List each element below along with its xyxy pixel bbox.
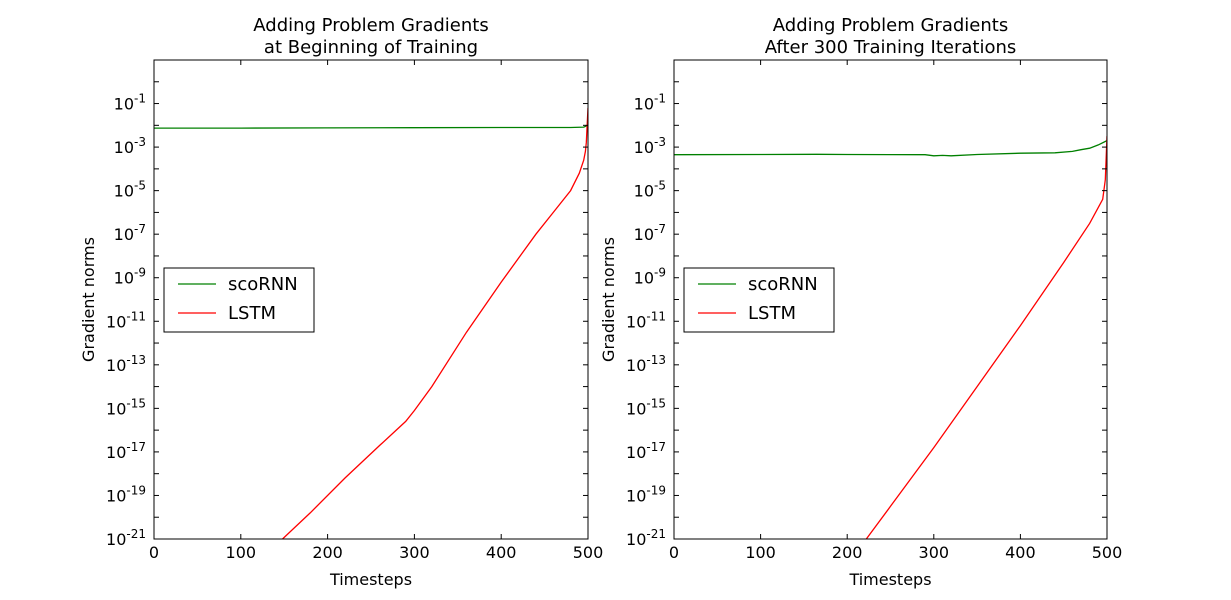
y-tick-label: 10-21 bbox=[106, 527, 146, 549]
y-tick-label: 10-5 bbox=[634, 179, 666, 201]
y-tick-label: 10-21 bbox=[626, 527, 666, 549]
legend-box bbox=[683, 267, 835, 333]
y-tick-label: 10-11 bbox=[626, 309, 666, 331]
x-tick-label: 200 bbox=[312, 543, 343, 562]
y-tick-label: 10-15 bbox=[106, 396, 146, 418]
x-tick-label: 0 bbox=[669, 543, 679, 562]
legend-box bbox=[163, 267, 315, 333]
x-tick-label: 300 bbox=[919, 543, 950, 562]
y-tick-label: 10-3 bbox=[634, 135, 666, 157]
legend: scoRNN LSTM bbox=[683, 267, 835, 333]
chart-title-line-2: After 300 Training Iterations bbox=[765, 37, 1017, 58]
y-tick-label: 10-5 bbox=[114, 179, 146, 201]
x-tick-label: 0 bbox=[149, 543, 159, 562]
y-tick-label: 10-19 bbox=[106, 483, 146, 505]
legend-label-scornn: scoRNN bbox=[228, 274, 298, 295]
y-tick-label: 10-9 bbox=[634, 266, 666, 288]
y-tick-label: 10-15 bbox=[626, 396, 666, 418]
chart-title-line-2: at Beginning of Training bbox=[264, 37, 478, 58]
x-tick-label: 400 bbox=[486, 543, 517, 562]
y-axis-label: Gradient norms bbox=[79, 237, 98, 362]
y-tick-label: 10-1 bbox=[634, 92, 666, 114]
x-tick-label: 100 bbox=[745, 543, 776, 562]
x-tick-label: 200 bbox=[832, 543, 863, 562]
series-line-lstm bbox=[865, 136, 1107, 539]
legend-label-lstm: LSTM bbox=[748, 303, 796, 324]
y-tick-label: 10-1 bbox=[114, 92, 146, 114]
y-tick-label: 10-3 bbox=[114, 135, 146, 157]
y-axis-label: Gradient norms bbox=[599, 237, 618, 362]
y-tick-label: 10-11 bbox=[106, 309, 146, 331]
x-tick-label: 500 bbox=[1092, 543, 1123, 562]
series-line-scornn bbox=[154, 124, 588, 129]
x-tick-label: 500 bbox=[573, 543, 604, 562]
x-axis-label: Timesteps bbox=[329, 570, 412, 589]
chart-title-line-1: Adding Problem Gradients bbox=[773, 15, 1008, 36]
series-line-scornn bbox=[674, 140, 1107, 157]
y-tick-label: 10-19 bbox=[626, 483, 666, 505]
y-tick-label: 10-7 bbox=[114, 222, 146, 244]
y-tick-label: 10-9 bbox=[114, 266, 146, 288]
legend-label-lstm: LSTM bbox=[228, 303, 276, 324]
y-tick-label: 10-17 bbox=[106, 440, 146, 462]
chart-title-line-1: Adding Problem Gradients bbox=[253, 15, 488, 36]
x-tick-label: 400 bbox=[1005, 543, 1036, 562]
x-tick-label: 300 bbox=[399, 543, 430, 562]
x-tick-label: 100 bbox=[226, 543, 257, 562]
y-tick-label: 10-17 bbox=[626, 440, 666, 462]
series-line-lstm bbox=[282, 107, 588, 539]
x-axis-label: Timesteps bbox=[848, 570, 931, 589]
y-tick-label: 10-7 bbox=[634, 222, 666, 244]
y-tick-label: 10-13 bbox=[626, 353, 666, 375]
y-tick-label: 10-13 bbox=[106, 353, 146, 375]
legend: scoRNN LSTM bbox=[163, 267, 315, 333]
legend-label-scornn: scoRNN bbox=[748, 274, 818, 295]
